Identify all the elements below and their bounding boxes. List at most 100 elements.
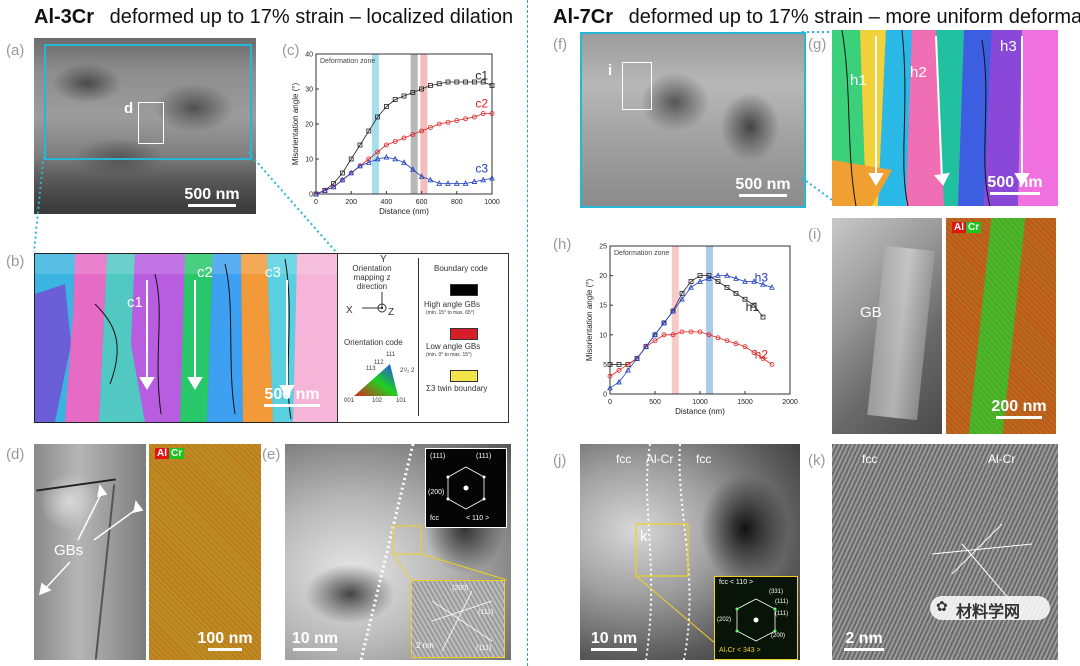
panel-k-scalebar: 2 nm <box>836 630 892 653</box>
panel-g-scalebar: 500 nm <box>980 174 1050 197</box>
panel-e-hr-200: (200) <box>452 585 469 592</box>
chart-h-point-h2-6 <box>661 332 667 338</box>
panel-j-label: (j) <box>553 452 567 469</box>
panel-i-eds-legend: Al Cr <box>952 222 982 233</box>
panel-a-scale-text: 500 nm <box>184 186 240 203</box>
panel-d-eds-cr: Cr <box>169 448 185 459</box>
chart-c-point-c2-6 <box>366 156 372 162</box>
panel-d-eds-al: Al <box>155 448 169 459</box>
chart-h-point-h1-13 <box>724 285 730 290</box>
chart-h-point-h2-5 <box>652 338 658 344</box>
chart-h-point-h2-18 <box>769 361 775 367</box>
legend-high-swatch <box>450 284 478 296</box>
panel-a-label: (a) <box>6 42 25 59</box>
panel-f-tem-image: i 500 nm <box>580 32 806 208</box>
chart-h-xtick-label-4: 2000 <box>782 399 798 406</box>
panel-k-alcr: Al-Cr <box>988 452 1016 466</box>
panel-j-hrtem-image: fcc Al-Cr fcc k fcc < 110 > (331) (111) … <box>580 444 800 660</box>
chart-c-point-c3-8 <box>383 153 390 160</box>
chart-c-point-c3-16 <box>453 180 460 186</box>
wechat-icon: ✿ <box>936 598 948 614</box>
chart-h-point-h3-2 <box>625 367 631 373</box>
legend-tri-101: 101 <box>396 398 407 404</box>
panel-d-gbs-label: GBs <box>54 542 84 559</box>
chart-c-point-c3-10 <box>401 159 407 165</box>
chart-h-point-h3-3 <box>634 355 640 361</box>
panel-a-tem-image: d 500 nm <box>34 38 256 214</box>
panel-e-fft-inset: (111) (111) (200) fcc < 110 > <box>425 448 507 528</box>
legend-axis-y: Y <box>380 254 387 265</box>
chart-c-series-c3-line <box>315 156 493 195</box>
panel-j-fcc1: fcc <box>616 452 632 466</box>
panel-b-orientation-map: c1 c2 c3 500 nm <box>34 253 338 423</box>
legend-axis-icon <box>362 292 387 313</box>
panel-e-scale-text: 10 nm <box>291 630 339 647</box>
chart-c-point-c2-14 <box>436 121 442 127</box>
legend-tri-001: 001 <box>344 398 355 404</box>
panel-g-line-h1-label: h1 <box>850 72 867 89</box>
panel-a-inset-box <box>138 102 164 144</box>
chart-c-xtick-label-4: 800 <box>451 199 463 206</box>
chart-c-point-c1-5 <box>357 142 363 148</box>
legend-orient-code: Orientation code <box>344 338 403 347</box>
chart-h-xtick-label-2: 1000 <box>692 399 708 406</box>
chart-c-point-c3-3 <box>339 176 346 183</box>
chart-c-xtick-label-2: 400 <box>381 199 393 206</box>
chart-c-point-c1-15 <box>445 79 451 85</box>
panel-e-scalebar: 10 nm <box>287 630 343 653</box>
legend-tri-102: 102 <box>372 398 383 404</box>
chart-c-point-c1-9 <box>392 97 398 102</box>
chart-c-point-c1-12 <box>419 86 425 92</box>
legend-twin-label: Σ3 twin boundary <box>426 384 488 393</box>
chart-h-ytick-label-2: 10 <box>599 332 607 339</box>
panel-g-line-h2-label: h2 <box>910 64 927 81</box>
chart-c-point-c1-20 <box>489 83 495 88</box>
panel-f-roi-box <box>580 32 806 208</box>
chart-c-point-c1-7 <box>375 114 380 120</box>
chart-c-point-c3-15 <box>445 180 451 186</box>
chart-c-ytick-label-4: 40 <box>305 52 313 59</box>
panel-g-label: (g) <box>808 36 827 53</box>
chart-h-point-h3-15 <box>742 278 748 284</box>
chart-h-point-h3-8 <box>679 296 685 302</box>
chart-h-series-h1-label: h1 <box>746 300 760 314</box>
chart-h-ytick-label-4: 20 <box>599 273 607 280</box>
chart-h-series-h2-line <box>609 331 773 377</box>
panel-j-fft-title: fcc < 110 > <box>719 579 754 586</box>
chart-h-xtick-label-1: 500 <box>649 399 661 406</box>
chart-c-point-c1-6 <box>366 128 372 134</box>
chart-h-annotation: Deformation zone <box>614 250 669 257</box>
chart-c-xtick-label-1: 200 <box>345 199 357 206</box>
chart-c-point-c3-14 <box>436 180 443 186</box>
panel-i-label: (i) <box>808 226 822 243</box>
chart-h-point-h2-7 <box>670 332 676 338</box>
chart-h-point-h1-12 <box>715 279 721 284</box>
panel-b-line-c2-label: c2 <box>197 264 213 281</box>
panel-j-fft-inset: fcc < 110 > (331) (111) (111) (200) (202… <box>714 576 798 660</box>
panel-e-hr-inset: (200) (111) (111) 2 nm <box>411 580 505 658</box>
chart-c-point-c3-18 <box>471 178 478 184</box>
legend-high-label: High angle GBs <box>424 300 481 309</box>
panel-k-scale-text: 2 nm <box>845 630 883 647</box>
chart-c-point-c3-9 <box>392 155 399 162</box>
panel-g-grains <box>832 30 1058 206</box>
chart-c-ytick-label-3: 30 <box>305 87 313 94</box>
chart-h-ytick-label-1: 5 <box>603 362 607 369</box>
chart-h-point-h2-9 <box>688 329 694 335</box>
chart-h-point-h3-12 <box>715 272 721 278</box>
chart-c-point-c3-17 <box>462 180 469 186</box>
chart-h-point-h1-16 <box>751 302 757 308</box>
chart-h-point-h3-0 <box>607 384 613 391</box>
chart-h-point-h3-13 <box>724 272 730 278</box>
chart-h-xlabel: Distance (nm) <box>675 407 725 416</box>
chart-c-point-c2-20 <box>489 111 495 116</box>
panel-j-interface-lines <box>635 444 717 660</box>
chart-c-point-c3-13 <box>427 176 434 183</box>
legend-high-sub: (min. 15° to max. 65°) <box>426 310 475 316</box>
chart-c-xtick-label-5: 1000 <box>484 199 500 206</box>
chart-h: 0 500 1000 1500 2000 0 5 10 15 20 25 Distance (nm) M… <box>585 244 798 417</box>
chart-c-point-c1-17 <box>463 79 469 85</box>
watermark-badge: ✿ 材料学网 <box>930 596 1050 621</box>
chart-h-point-h3-11 <box>706 275 712 281</box>
chart-h-point-h3-10 <box>697 278 703 284</box>
